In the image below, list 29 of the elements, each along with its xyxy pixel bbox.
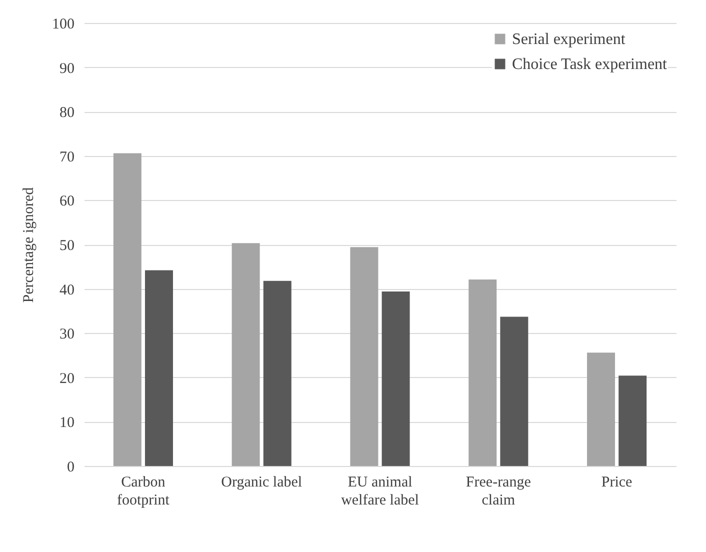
- bar: [232, 243, 260, 466]
- y-tick-label: 90: [60, 60, 74, 77]
- bar: [500, 316, 528, 466]
- y-tick-label: 20: [60, 370, 74, 387]
- y-axis-title: Percentage ignored: [21, 186, 37, 303]
- y-tick-label: 100: [52, 16, 74, 32]
- y-tick-label: 0: [67, 460, 74, 476]
- x-tick-label: EU animal welfare label: [341, 474, 419, 508]
- x-tick-label: Free-range claim: [466, 474, 532, 508]
- y-tick-label: 30: [60, 326, 74, 343]
- y-tick-label: 10: [60, 415, 74, 432]
- x-tick-label: Carbon footprint: [116, 474, 170, 508]
- bar: [263, 280, 292, 466]
- bar: [144, 270, 173, 466]
- bar: [618, 376, 647, 466]
- legend-label: Serial experiment: [512, 31, 626, 48]
- x-tick-label: Price: [601, 474, 633, 490]
- bar: [350, 247, 378, 466]
- legend-label: Choice Task experiment: [512, 56, 668, 73]
- bar: [113, 153, 142, 466]
- bar: [382, 291, 410, 466]
- bar: [587, 352, 616, 466]
- y-tick-label: 70: [60, 149, 74, 166]
- x-tick-label: Organic label: [221, 474, 302, 490]
- y-tick-label: 60: [60, 194, 74, 210]
- y-tick-label: 50: [60, 238, 74, 254]
- y-tick-label: 80: [60, 105, 74, 122]
- y-tick-label: 40: [60, 282, 74, 298]
- bar: [468, 279, 497, 466]
